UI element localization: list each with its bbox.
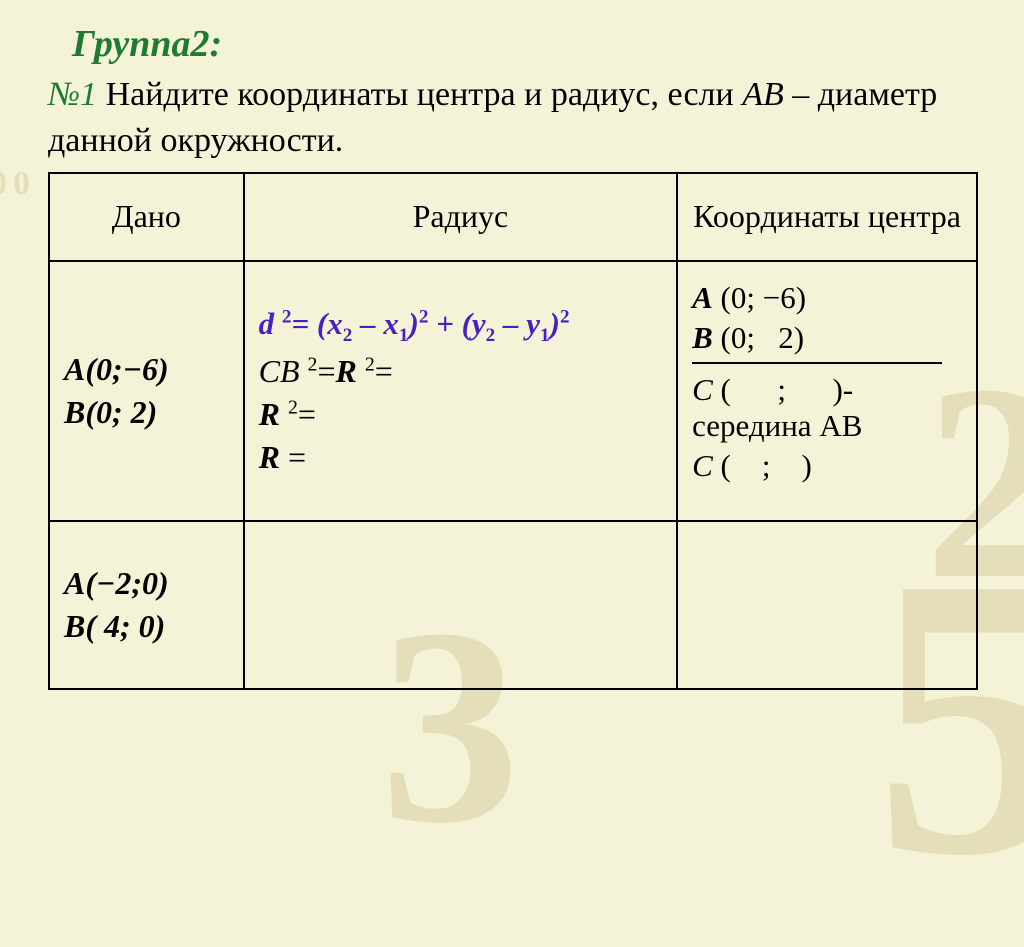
problem-number: №1	[48, 76, 97, 113]
cell-coords-1: А (0; −6) В (0; 2) С ( ; )- середина АВ …	[677, 261, 977, 521]
cb-r-line: СВ 2=R 2=	[259, 353, 662, 390]
cell-radius-1: d 2= (x2 – x1)2 + (y2 – y1)2 СВ 2=R 2= R…	[244, 261, 677, 521]
table-row: А(0;−6) В(0; 2) d 2= (x2 – x1)2 + (y2 – …	[49, 261, 977, 521]
given-a2: А(−2;0)	[64, 565, 169, 601]
slide-content: Группа2: №1 Найдите координаты центра и …	[0, 0, 1024, 690]
problem-text-1: Найдите координаты центра и радиус, если	[97, 76, 742, 113]
distance-formula: d 2= (x2 – x1)2 + (y2 – y1)2	[259, 306, 662, 347]
given-a1: А(0;−6)	[64, 351, 169, 387]
r-line: R =	[259, 439, 662, 476]
problem-statement: №1 Найдите координаты центра и радиус, е…	[48, 72, 984, 164]
header-coords: Координаты центра	[677, 173, 977, 261]
r2-line: R 2=	[259, 396, 662, 433]
cell-given-2: А(−2;0) В( 4; 0)	[49, 521, 244, 689]
problem-table: Дано Радиус Координаты центра А(0;−6) В(…	[48, 172, 978, 690]
cell-given-1: А(0;−6) В(0; 2)	[49, 261, 244, 521]
given-b1: В(0; 2)	[64, 394, 157, 430]
table-header-row: Дано Радиус Координаты центра	[49, 173, 977, 261]
header-radius: Радиус	[244, 173, 677, 261]
given-b2: В( 4; 0)	[64, 608, 165, 644]
cell-radius-2	[244, 521, 677, 689]
group-title: Группа2:	[72, 22, 984, 66]
table-row: А(−2;0) В( 4; 0)	[49, 521, 977, 689]
problem-ab: АВ	[742, 76, 784, 113]
header-given: Дано	[49, 173, 244, 261]
cell-coords-2	[677, 521, 977, 689]
divider-line	[692, 362, 942, 364]
